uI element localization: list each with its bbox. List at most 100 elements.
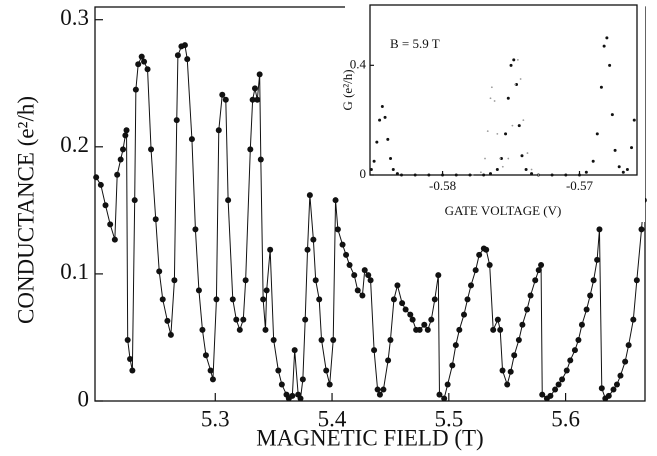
data-point: [490, 86, 493, 89]
data-point: [621, 170, 625, 174]
data-point: [354, 287, 361, 294]
data-point: [449, 362, 456, 369]
data-point: [512, 58, 516, 62]
data-point: [167, 331, 174, 338]
data-point: [386, 137, 390, 141]
data-point: [472, 267, 479, 274]
data-point: [267, 246, 274, 253]
data-point: [312, 277, 319, 284]
data-point: [304, 246, 311, 253]
data-point: [575, 336, 582, 343]
data-point: [571, 347, 578, 354]
data-point: [310, 236, 317, 243]
data-point: [270, 336, 277, 343]
data-point: [428, 316, 435, 323]
data-point: [135, 61, 142, 68]
data-point: [622, 358, 629, 365]
data-point: [202, 352, 209, 359]
inset-background: [345, 0, 645, 222]
data-point: [495, 168, 499, 172]
data-point: [441, 395, 448, 402]
data-point: [390, 296, 397, 303]
data-point: [225, 197, 232, 204]
data-point: [564, 173, 568, 177]
data-point: [209, 376, 216, 383]
data-point: [486, 130, 489, 133]
plot-frame: [369, 4, 638, 176]
x-tick-label: -0.58: [429, 178, 456, 193]
data-point: [610, 113, 614, 117]
data-point: [605, 392, 612, 399]
data-point: [207, 367, 214, 374]
data-point: [188, 136, 195, 143]
data-point: [497, 326, 504, 333]
y-tick-label: 0: [78, 386, 90, 411]
data-point: [605, 36, 609, 40]
y-tick-label: 0.1: [60, 259, 89, 284]
data-point: [159, 296, 166, 303]
data-point: [260, 296, 267, 303]
data-point: [452, 342, 459, 349]
data-point: [306, 192, 313, 199]
data-point: [471, 174, 474, 176]
data-point: [493, 100, 496, 102]
data-point: [427, 173, 431, 177]
data-point: [476, 251, 483, 258]
data-point: [519, 321, 526, 328]
data-point: [468, 173, 472, 177]
y-axis-label: CONDUCTANCE (e²/h): [13, 96, 38, 324]
data-point: [229, 296, 236, 303]
data-point: [595, 132, 599, 136]
data-point: [587, 292, 594, 299]
main-plot: 5.3 5.4 5.5 5.6 0 0.1 0.2 0.3: [60, 5, 647, 431]
data-point: [509, 63, 513, 67]
data-point: [256, 71, 263, 78]
y-tick-label: 0: [360, 166, 367, 181]
data-point: [416, 326, 423, 333]
data-point: [391, 168, 395, 172]
data-point: [394, 282, 401, 289]
data-point: [537, 174, 540, 176]
data-point: [385, 357, 392, 364]
data-point: [520, 154, 524, 158]
data-point: [181, 42, 188, 49]
data-point: [372, 159, 376, 163]
data-point: [539, 391, 546, 398]
inset-x-axis-label: GATE VOLTAGE (V): [445, 203, 562, 218]
data-point: [482, 173, 486, 177]
data-point: [499, 367, 506, 374]
data-point: [625, 168, 629, 172]
data-point: [499, 157, 503, 161]
data-point: [129, 367, 136, 374]
data-point: [346, 262, 353, 269]
annotation: B = 5.9 T: [390, 36, 440, 51]
data-point: [289, 392, 296, 399]
data-point: [316, 296, 323, 303]
data-point: [395, 172, 399, 176]
data-point: [578, 321, 585, 328]
data-point: [326, 381, 333, 388]
data-point: [519, 78, 522, 80]
data-point: [375, 140, 379, 144]
data-point: [148, 146, 155, 153]
data-point: [530, 172, 534, 176]
data-point: [249, 96, 256, 103]
data-point: [219, 91, 226, 98]
data-point: [441, 173, 445, 177]
data-point: [144, 66, 151, 73]
data-point: [318, 336, 325, 343]
data-point: [524, 168, 528, 172]
data-point: [247, 146, 254, 153]
inset-plot: -0.58 -0.57 0 0.4: [350, 4, 638, 193]
data-point: [456, 326, 463, 333]
data-point: [343, 251, 350, 258]
data-point: [371, 347, 378, 354]
data-point: [138, 53, 145, 60]
data-point: [590, 277, 597, 284]
data-point: [515, 336, 522, 343]
data-point: [402, 306, 409, 313]
data-point: [584, 170, 588, 174]
data-point: [132, 86, 139, 93]
data-point: [413, 173, 417, 177]
data-point: [299, 376, 306, 383]
